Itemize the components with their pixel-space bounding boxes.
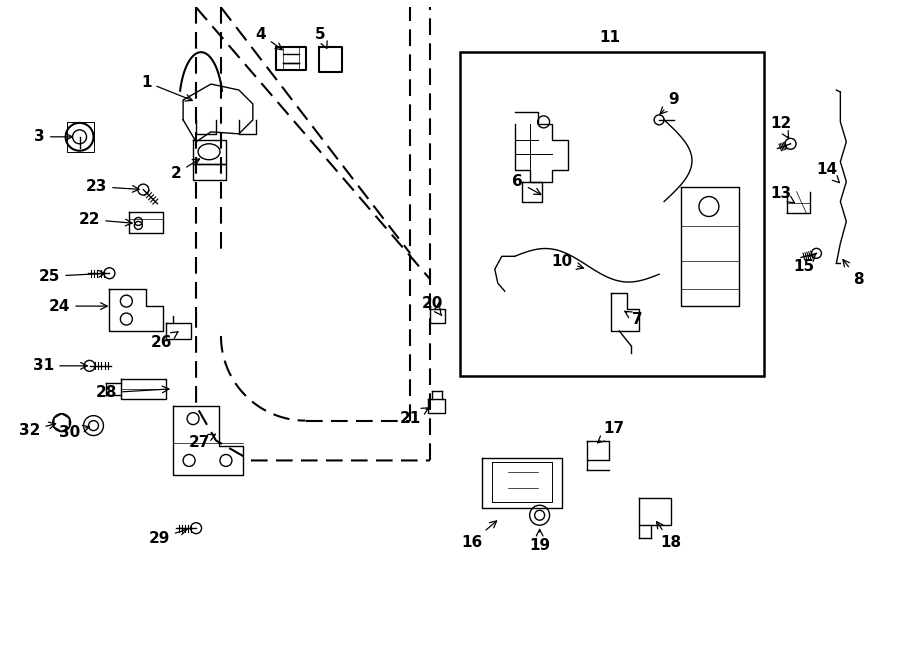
Text: 30: 30 — [59, 425, 89, 440]
Text: 25: 25 — [39, 269, 105, 284]
Text: 2: 2 — [171, 159, 200, 181]
Text: 19: 19 — [529, 529, 550, 553]
Text: 6: 6 — [512, 174, 541, 194]
Text: 24: 24 — [49, 299, 107, 313]
Text: 11: 11 — [598, 30, 620, 45]
Text: 21: 21 — [400, 408, 428, 426]
Text: 32: 32 — [19, 422, 56, 438]
Text: 20: 20 — [421, 295, 443, 316]
Text: 29: 29 — [148, 528, 187, 545]
Text: 28: 28 — [95, 385, 169, 401]
Text: 10: 10 — [551, 254, 583, 269]
Text: 23: 23 — [86, 179, 140, 194]
Text: 22: 22 — [79, 212, 132, 227]
Text: 8: 8 — [843, 260, 864, 287]
Text: 12: 12 — [770, 116, 791, 138]
Text: 13: 13 — [770, 186, 795, 203]
Bar — [460, 52, 764, 376]
Text: 18: 18 — [657, 522, 681, 549]
Text: 3: 3 — [34, 130, 72, 144]
Text: 9: 9 — [660, 93, 680, 114]
Text: 1: 1 — [141, 75, 193, 101]
Text: 26: 26 — [150, 332, 178, 350]
Text: 15: 15 — [793, 254, 816, 274]
Text: 5: 5 — [315, 26, 328, 48]
Text: 4: 4 — [256, 26, 283, 50]
Text: 16: 16 — [462, 521, 497, 549]
Text: 17: 17 — [598, 421, 625, 443]
Text: 31: 31 — [33, 358, 87, 373]
Text: 27: 27 — [188, 434, 215, 450]
Text: 14: 14 — [815, 162, 840, 182]
Text: 7: 7 — [625, 311, 643, 327]
